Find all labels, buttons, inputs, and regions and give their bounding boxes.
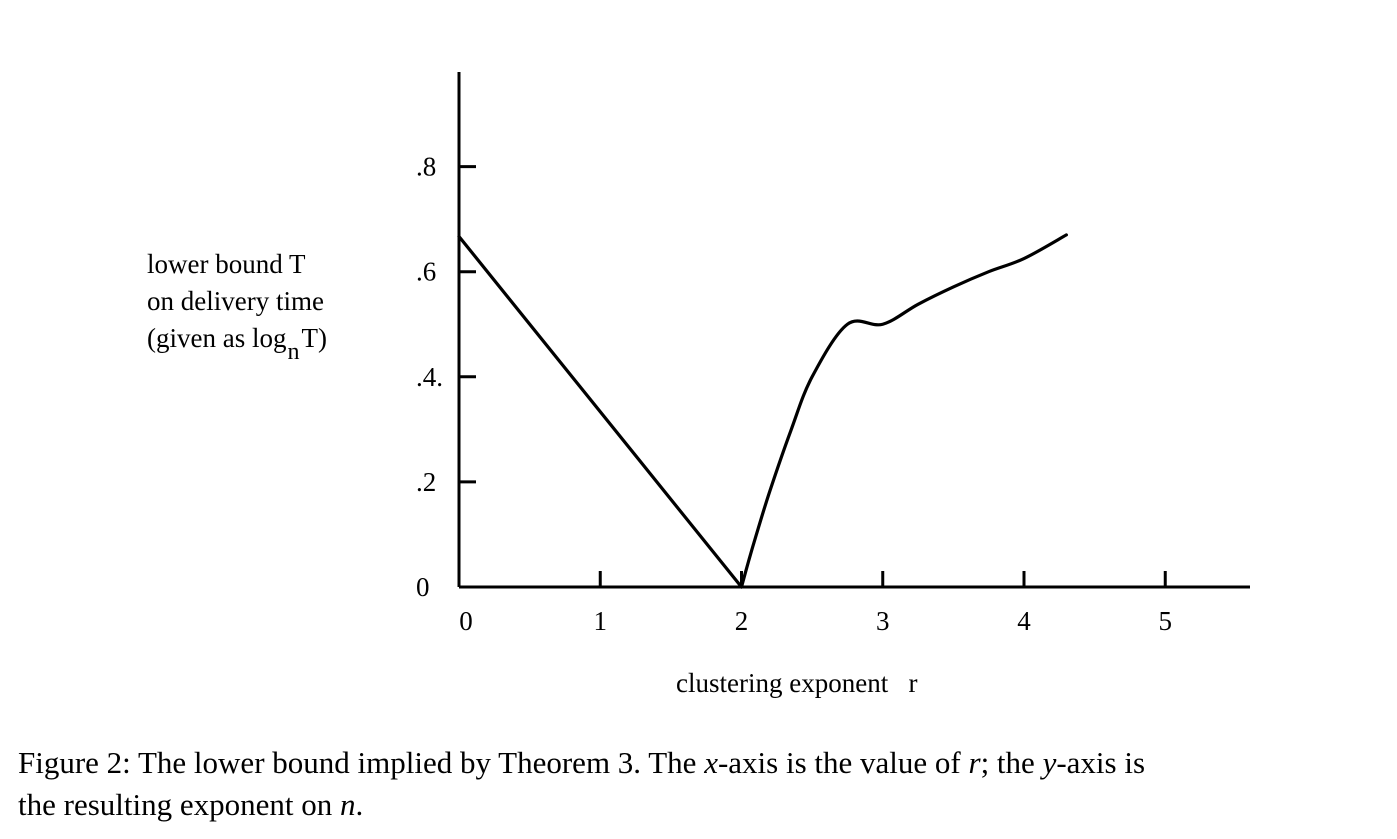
x-tick-label-0: 0 — [459, 606, 473, 636]
y-tick-label-0: 0 — [416, 572, 430, 602]
caption-line2: the resulting exponent on n. — [18, 784, 1388, 826]
caption-line1-part-2: -axis is the value of — [717, 745, 969, 780]
caption-line1-part-3: r — [968, 745, 981, 780]
caption-line1-part-0: Figure 2: The lower bound implied by The… — [18, 745, 705, 780]
y-axis-label-line2: on delivery time — [147, 286, 324, 316]
x-tick-label-2: 2 — [735, 606, 749, 636]
x-tick-label-1: 1 — [594, 606, 608, 636]
y-tick-label-4: .8 — [416, 152, 436, 182]
caption-line1-part-1: x — [704, 745, 718, 780]
y-axis-label-subscript: n — [287, 339, 300, 365]
caption-line1-part-5: y — [1042, 745, 1057, 780]
caption-line2-part-0: the resulting exponent on — [18, 787, 340, 822]
series-line-1 — [739, 233, 1068, 589]
figure-caption: Figure 2: The lower bound implied by The… — [18, 742, 1388, 826]
caption-line2-part-2: . — [355, 787, 364, 822]
caption-line1: Figure 2: The lower bound implied by The… — [18, 742, 1388, 784]
y-axis-label-line1: lower bound T — [147, 249, 306, 279]
y-axis-label-line3-post: T) — [301, 323, 327, 353]
y-tick-label-1: .2 — [416, 467, 436, 497]
y-axis-label-line3-pre: (given as log — [147, 323, 287, 353]
caption-line1-part-4: ; the — [980, 745, 1043, 780]
x-tick-label-4: 4 — [1017, 606, 1031, 636]
x-tick-label-3: 3 — [876, 606, 890, 636]
series-line-0 — [457, 234, 744, 589]
y-tick-label-2: .4. — [416, 362, 443, 392]
y-axis-label: lower bound T on delivery time (given as… — [147, 246, 327, 365]
caption-line2-part-1: n — [340, 787, 356, 822]
caption-line1-part-6: -axis is — [1056, 745, 1146, 780]
x-tick-label-5: 5 — [1159, 606, 1173, 636]
y-axis-label-line3: (given as lognT) — [147, 320, 327, 365]
x-axis-label: clustering exponent r — [676, 668, 918, 698]
y-tick-label-3: .6 — [416, 257, 436, 287]
